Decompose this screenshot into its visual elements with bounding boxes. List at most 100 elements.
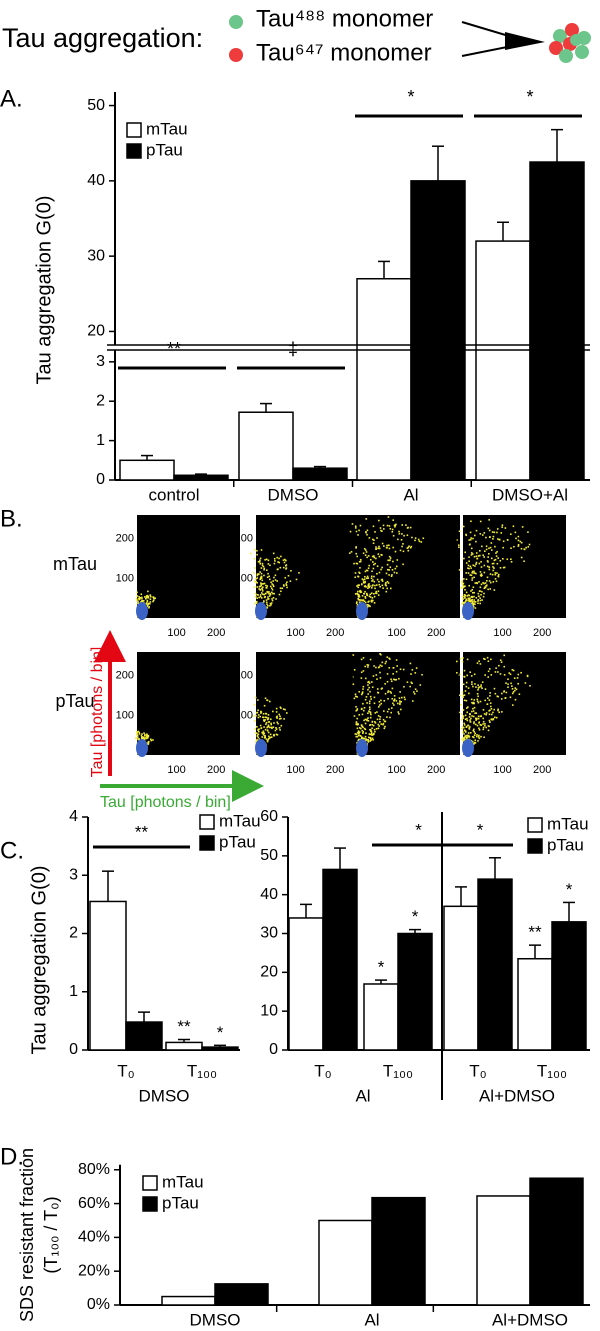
scatter-dot: [372, 675, 375, 677]
scatter-dot: [479, 715, 482, 718]
scatter-dot: [138, 731, 141, 734]
scatter-dot: [472, 591, 474, 594]
monomer-label: Tau⁴⁸⁸ monomer: [256, 5, 433, 32]
scatter-dot: [253, 586, 256, 588]
density-plot: [135, 515, 240, 620]
scatter-dot: [501, 524, 504, 527]
scatter-dot: [490, 705, 492, 708]
scatter-dot: [476, 724, 479, 727]
scatter-dot: [465, 562, 468, 564]
scatter-dot: [409, 526, 412, 529]
scatter-dot: [270, 602, 273, 604]
scatter-dot: [358, 727, 361, 729]
scatter-dot: [474, 723, 477, 726]
y-tick-label: 0%: [87, 1296, 110, 1313]
scatter-dot: [146, 596, 149, 599]
scatter-dot: [520, 671, 522, 674]
scatter-dot: [486, 576, 489, 579]
scatter-dot: [138, 598, 141, 600]
scatter-dot: [270, 722, 272, 725]
scatter-dot: [354, 693, 357, 696]
significance-label: **: [167, 339, 181, 359]
scatter-dot: [263, 600, 265, 602]
scatter-dot: [399, 703, 401, 706]
scatter-dot: [287, 574, 290, 577]
scatter-dot: [279, 566, 282, 569]
scatter-dot: [486, 560, 489, 562]
scatter-dot: [267, 598, 269, 600]
density-core: [462, 739, 474, 757]
scatter-dot: [476, 735, 478, 738]
scatter-dot: [468, 692, 470, 695]
scatter-dot: [490, 557, 493, 560]
legend-swatch: [199, 835, 215, 851]
scatter-dot: [460, 587, 462, 589]
scatter-dot: [511, 704, 514, 706]
scatter-dot: [367, 603, 369, 606]
scatter-dot: [357, 534, 359, 536]
scatter-dot: [137, 730, 140, 733]
scatter-dot: [357, 586, 360, 589]
scatter-dot: [368, 680, 370, 683]
scatter-dot: [472, 707, 474, 710]
y-axis-label: Tau aggregation G(0): [33, 195, 55, 384]
y-tick-label: 200: [116, 533, 134, 545]
y-tick-label: 2: [69, 925, 78, 942]
scatter-dot: [370, 577, 373, 580]
scatter-dot: [410, 673, 412, 675]
scatter-dot: [285, 584, 288, 587]
scatter-dot: [355, 735, 358, 738]
scatter-dot: [363, 582, 365, 584]
scatter-dot: [402, 563, 404, 566]
scatter-dot: [510, 558, 512, 561]
scatter-dot: [149, 598, 152, 601]
scatter-dot: [259, 578, 261, 581]
scatter-dot: [479, 663, 482, 665]
scatter-dot: [378, 545, 380, 548]
scatter-dot: [462, 726, 465, 729]
scatter-dot: [477, 684, 479, 686]
scatter-dot: [379, 721, 381, 723]
scatter-dot: [358, 732, 360, 735]
scatter-dot: [507, 683, 509, 686]
scatter-dot: [472, 605, 474, 607]
scatter-dot: [273, 592, 275, 595]
scatter-dot: [268, 700, 271, 703]
scatter-dot: [469, 531, 472, 534]
scatter-dot: [514, 698, 517, 701]
scatter-dot: [369, 711, 372, 713]
scatter-dot: [255, 581, 257, 584]
row-label: mTau: [53, 554, 97, 574]
scatter-dot: [154, 597, 157, 600]
scatter-dot: [265, 558, 268, 561]
scatter-dot: [469, 719, 471, 721]
scatter-dot: [457, 544, 460, 546]
scatter-dot: [489, 588, 492, 590]
scatter-dot: [475, 561, 478, 564]
scatter-dot: [298, 572, 300, 574]
scatter-dot: [488, 580, 491, 582]
scatter-dot: [266, 699, 268, 701]
scatter-dot: [473, 555, 476, 558]
scatter-dot: [368, 537, 371, 539]
scatter-dot: [461, 718, 463, 721]
scatter-dot: [363, 585, 366, 588]
scatter-dot: [271, 727, 273, 730]
scatter-dot: [489, 721, 491, 723]
scatter-dot: [490, 658, 492, 661]
scatter-dot: [415, 667, 418, 669]
scatter-dot: [517, 535, 520, 538]
bar: [363, 983, 399, 1051]
scatter-dot: [379, 585, 381, 588]
scatter-dot: [136, 734, 139, 737]
scatter-dot: [515, 688, 518, 691]
scatter-dot: [377, 723, 380, 726]
scatter-dot: [280, 707, 282, 709]
scatter-dot: [353, 562, 355, 565]
scatter-dot: [276, 721, 279, 724]
scatter-dot: [259, 595, 262, 598]
scatter-dot: [373, 555, 375, 557]
scatter-dot: [363, 706, 366, 709]
scatter-dot: [383, 699, 386, 702]
significance-label: **: [135, 822, 149, 841]
